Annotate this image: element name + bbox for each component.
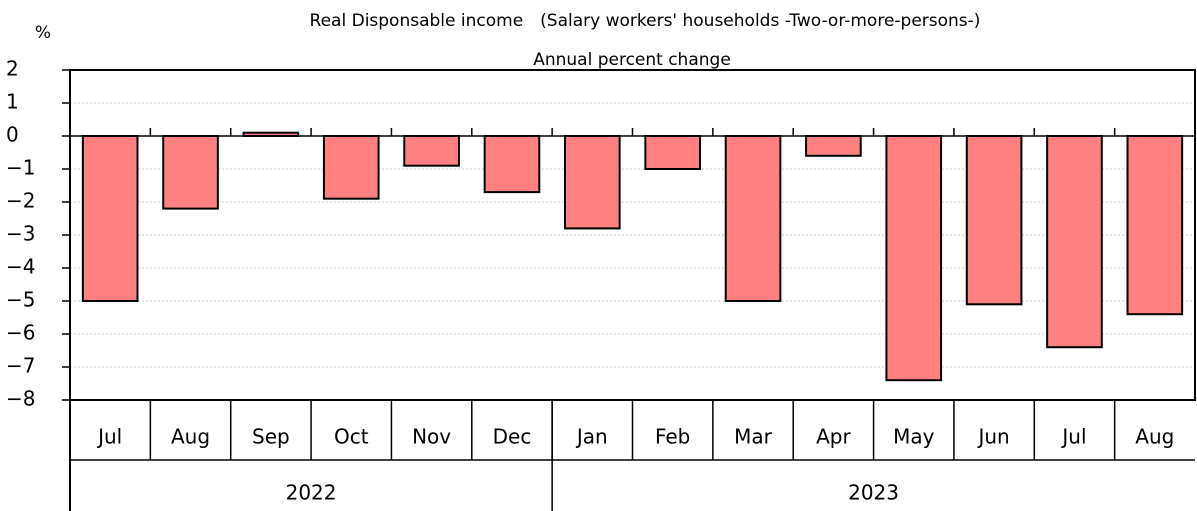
y-axis-label: % xyxy=(35,23,51,43)
x-tick-label: Jun xyxy=(976,425,1009,449)
x-tick-label: Jan xyxy=(575,425,608,449)
bar xyxy=(885,135,943,382)
x-tick-label: Jul xyxy=(1060,425,1086,449)
x-tick-label: Feb xyxy=(655,425,690,449)
y-tick-label: −5 xyxy=(6,288,35,312)
bar xyxy=(483,135,541,194)
x-tick-label: Sep xyxy=(252,425,290,449)
y-tick-label: 1 xyxy=(6,90,19,114)
bar xyxy=(724,135,782,302)
y-tick-label: −4 xyxy=(6,255,35,279)
y-tick-label: −6 xyxy=(6,321,35,345)
x-tick-label: Mar xyxy=(734,425,773,449)
y-tick-label: 2 xyxy=(6,57,19,81)
group-label: 2023 xyxy=(848,481,899,505)
chart-title: Real Disponsable income (Salary workers'… xyxy=(310,11,981,31)
x-tick-label: Dec xyxy=(493,425,532,449)
y-tick-label: 0 xyxy=(6,123,19,147)
y-tick-label: −2 xyxy=(6,189,35,213)
y-tick-label: −3 xyxy=(6,222,35,246)
x-tick-label: Nov xyxy=(412,425,451,449)
y-tick-label: −1 xyxy=(6,156,35,180)
bar xyxy=(1126,135,1184,316)
chart-subtitle: Annual percent change xyxy=(533,50,731,70)
x-tick-label: Oct xyxy=(334,425,369,449)
bar xyxy=(162,135,219,210)
x-tick-label: Jul xyxy=(96,425,122,449)
bar xyxy=(1046,135,1103,349)
group-label: 2022 xyxy=(286,481,337,505)
bar xyxy=(81,135,139,302)
y-tick-label: −7 xyxy=(6,354,35,378)
x-tick-label: Apr xyxy=(816,425,851,449)
y-tick-label: −8 xyxy=(6,387,35,411)
bar xyxy=(322,135,380,200)
x-tick-label: Aug xyxy=(171,425,210,449)
bar xyxy=(564,135,621,230)
bar xyxy=(403,135,460,167)
bar xyxy=(805,135,862,157)
bar xyxy=(644,135,701,170)
x-tick-label: May xyxy=(893,425,935,449)
bar xyxy=(965,135,1023,306)
x-tick-label: Aug xyxy=(1135,425,1174,449)
